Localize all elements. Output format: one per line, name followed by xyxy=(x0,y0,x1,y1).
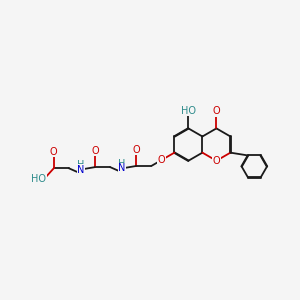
Text: O: O xyxy=(133,145,140,154)
Text: H: H xyxy=(77,160,85,170)
Text: O: O xyxy=(213,156,220,166)
Text: O: O xyxy=(158,155,166,165)
Text: HO: HO xyxy=(181,106,196,116)
Text: O: O xyxy=(50,147,58,157)
Text: N: N xyxy=(118,164,126,173)
Text: O: O xyxy=(213,106,220,116)
Text: O: O xyxy=(91,146,99,156)
Text: H: H xyxy=(118,159,126,169)
Text: N: N xyxy=(77,165,85,175)
Text: HO: HO xyxy=(31,174,46,184)
